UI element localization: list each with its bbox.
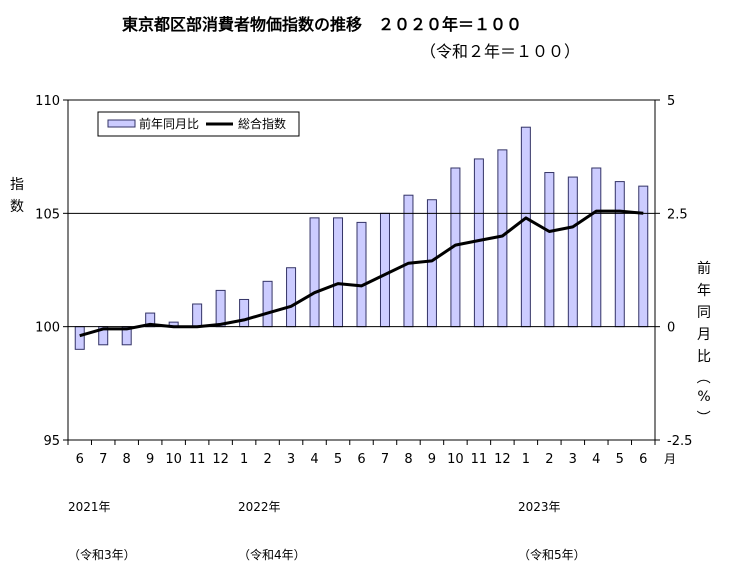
yoy-bar [520,126,531,328]
yoy-bar [403,194,414,328]
x-tick-label: 7 [99,452,107,467]
x-tick-label: 10 [447,452,464,467]
axis-label-char: 数 [10,199,24,215]
x-tick-label: 10 [165,452,182,467]
x-tick-label: 1 [240,452,248,467]
right-tick-label: 2.5 [667,207,688,222]
left-axis-ticks: 95 100 105 110 [35,94,68,449]
x-tick-label: 4 [310,452,318,467]
era-2021: （令和3年） [68,548,136,562]
plot-frame [67,99,656,441]
x-tick-label: 3 [287,452,295,467]
axis-label-char: 比 [697,349,711,365]
x-tick-label: 2 [263,452,271,467]
yoy-bar [262,280,273,328]
x-tick-label: 2 [545,452,553,467]
axis-label-char: （ [694,370,710,384]
x-tick-label: 5 [334,452,342,467]
x-axis-ticks: 6 7 8 9 10 11 12 1 2 3 4 5 6 7 8 9 10 11 12 1 2 3 4 5 6 [67,440,656,467]
axis-label-char: 前 [697,261,711,277]
left-tick-label: 100 [35,321,60,336]
right-axis-ticks: -2.5 0 2.5 5 [655,94,692,449]
yoy-bar [286,267,297,328]
era-2023: （令和5年） [518,548,586,562]
x-tick-label: 11 [471,452,488,467]
yoy-bar [614,181,625,328]
chart-title: 東京都区部消費者物価指数の推移 ２０２０年＝１００ [122,15,523,34]
x-tick-label: 7 [381,452,389,467]
left-axis-label: 指数 [8,174,26,218]
yoy-bar [497,149,508,328]
yoy-bar [567,176,578,328]
x-tick-label: 4 [592,452,600,467]
axis-label-char: 年 [697,283,711,299]
yoy-bar [379,212,390,328]
x-tick-label: 12 [494,452,511,467]
x-tick-label: 5 [616,452,624,467]
year-2023: 2023年 [518,500,561,514]
right-tick-label: 5 [667,94,675,109]
left-tick-label: 105 [35,207,60,222]
x-tick-label: 8 [123,452,131,467]
x-tick-label: 9 [428,452,436,467]
axis-label-char: 同 [697,305,711,321]
yoy-bar [333,217,344,328]
yoy-bar [215,289,226,328]
legend-bar-label: 前年同月比 [139,116,199,131]
x-tick-label: 8 [404,452,412,467]
left-tick-label: 95 [43,434,60,449]
x-tick-label: 1 [522,452,530,467]
year-label-2021: 2021年 （令和3年） [68,470,136,577]
legend: 前年同月比 総合指数 [97,111,300,137]
index-line [79,209,644,338]
year-2022: 2022年 [238,500,281,514]
right-axis-label: 前年同月比 （% ） [694,258,713,426]
yoy-bars [74,126,649,350]
axis-label-char: 指 [10,177,24,193]
month-unit-label: 月 [664,452,676,466]
x-tick-label: 6 [357,452,365,467]
yoy-bar [309,217,320,328]
yoy-bar [591,167,602,328]
year-2021: 2021年 [68,500,111,514]
yoy-bar [544,172,555,328]
yoy-bar [356,221,367,328]
x-tick-label: 12 [212,452,229,467]
yoy-bar [638,185,649,328]
x-tick-label: 6 [76,452,84,467]
era-2022: （令和4年） [238,548,306,562]
year-label-2023: 2023年 （令和5年） [518,470,586,577]
right-tick-label: 0 [667,321,675,336]
legend-bar-swatch [107,119,136,128]
axis-label-char: % [697,389,711,405]
x-tick-label: 3 [569,452,577,467]
left-tick-label: 110 [35,94,60,109]
chart-subtitle: （令和２年＝１００） [420,42,581,61]
yoy-bar [74,326,85,350]
yoy-bar [473,158,484,328]
index-line-layer [79,209,644,338]
axis-label-char: ） [694,410,710,424]
legend-line-label: 総合指数 [238,116,286,131]
yoy-bar [239,298,250,328]
yoy-bar [426,199,437,328]
x-tick-label: 9 [146,452,154,467]
yoy-bar [192,303,203,328]
year-label-2022: 2022年 （令和4年） [238,470,306,577]
right-tick-label: -2.5 [667,434,692,449]
axis-label-char: 月 [697,327,711,343]
x-tick-label: 6 [639,452,647,467]
x-tick-label: 11 [189,452,206,467]
